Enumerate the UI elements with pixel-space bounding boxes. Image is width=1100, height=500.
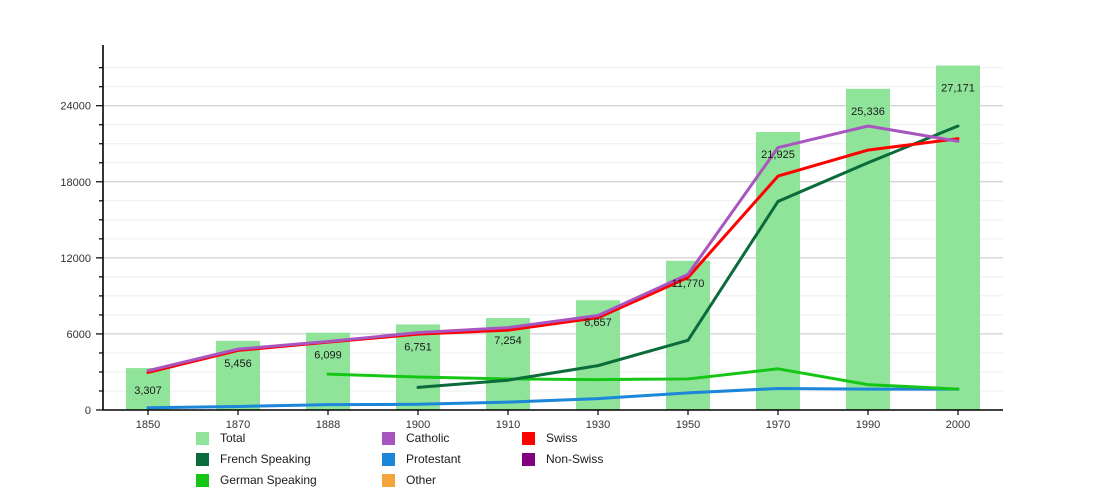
legend-label-non-swiss: Non-Swiss	[546, 452, 604, 466]
y-tick-label: 18000	[60, 177, 91, 189]
legend-swatch-other	[382, 474, 395, 487]
legend-item-protestant[interactable]: Protestant	[382, 449, 522, 470]
series-line-catholic	[146, 124, 960, 373]
legend-swatch-empty	[522, 474, 535, 487]
legend-swatch-total	[196, 432, 209, 445]
legend-item-swiss[interactable]: Swiss	[522, 428, 712, 449]
legend-label-other: Other	[406, 473, 437, 487]
bar-value-label: 21,925	[761, 149, 795, 161]
x-tick-label: 1888	[316, 419, 340, 431]
x-tick-label: 1870	[226, 419, 250, 431]
bar	[936, 65, 980, 411]
bar-value-label: 7,254	[494, 335, 522, 347]
y-axis	[96, 45, 104, 411]
legend-item-empty	[522, 470, 712, 491]
bar-value-label: 6,751	[404, 341, 432, 353]
legend-swatch-french-speaking	[196, 453, 209, 466]
bar	[126, 368, 170, 410]
y-tick-label: 12000	[60, 253, 91, 265]
legend-label-german-speaking: German Speaking	[220, 473, 317, 487]
legend-label-protestant: Protestant	[406, 452, 461, 466]
legend-swatch-protestant	[382, 453, 395, 466]
bar	[756, 132, 800, 410]
legend-label-catholic: Catholic	[406, 431, 450, 445]
x-tick-label: 2000	[946, 419, 970, 431]
legend-swatch-non-swiss	[522, 453, 535, 466]
bar-value-label: 5,456	[224, 358, 252, 370]
bar	[846, 88, 890, 411]
series-lines-group	[146, 124, 960, 410]
bar	[486, 318, 530, 410]
y-tick-label: 0	[85, 405, 91, 417]
series-line-german-speaking	[326, 367, 960, 391]
x-tick-label: 1990	[856, 419, 880, 431]
bar-value-labels: 3,307 5,456 6,099 6,751 7,254 8,657 11,770 21,9…	[134, 83, 975, 398]
x-tick-labels: 1850 1870 1888 1900 1910 1930 1950 1970 1990 2000	[136, 419, 970, 431]
legend-swatch-swiss	[522, 432, 535, 445]
series-line-protestant	[146, 386, 960, 410]
x-tick-label: 1910	[496, 419, 520, 431]
x-tick-label: 1930	[586, 419, 610, 431]
bar-value-label: 3,307	[134, 385, 162, 397]
y-tick-label: 6000	[67, 329, 91, 341]
legend-swatch-german-speaking	[196, 474, 209, 487]
bars-group	[126, 65, 980, 411]
bar	[396, 324, 440, 410]
legend-item-other[interactable]: Other	[382, 470, 522, 491]
legend-label-total: Total	[220, 431, 246, 445]
x-axis	[103, 409, 1003, 415]
legend-item-total[interactable]: Total	[196, 428, 382, 449]
chart-legend: Total Catholic Swiss French Speaking Pro…	[196, 428, 716, 492]
series-line-swiss	[146, 137, 960, 374]
series-line-french-speaking	[416, 124, 960, 389]
bar-value-label: 27,171	[941, 83, 975, 95]
legend-item-non-swiss[interactable]: Non-Swiss	[522, 449, 712, 470]
bar	[306, 332, 350, 410]
y-tick-label: 24000	[60, 101, 91, 113]
x-tick-label: 1970	[766, 419, 790, 431]
legend-swatch-catholic	[382, 432, 395, 445]
legend-label-swiss: Swiss	[546, 431, 578, 445]
legend-item-french-speaking[interactable]: French Speaking	[196, 449, 382, 470]
bar-value-label: 11,770	[672, 278, 705, 290]
x-tick-label: 1900	[406, 419, 430, 431]
bar-value-label: 6,099	[314, 350, 342, 362]
bar-value-label: 25,336	[851, 106, 885, 118]
legend-label-french-speaking: French Speaking	[220, 452, 311, 466]
legend-item-german-speaking[interactable]: German Speaking	[196, 470, 382, 491]
x-tick-label: 1950	[676, 419, 700, 431]
y-tick-labels: 0 6000 12000 18000 24000	[60, 101, 91, 417]
legend-item-catholic[interactable]: Catholic	[382, 428, 522, 449]
x-tick-label: 1850	[136, 419, 160, 431]
bar-value-label: 8,657	[584, 317, 612, 329]
